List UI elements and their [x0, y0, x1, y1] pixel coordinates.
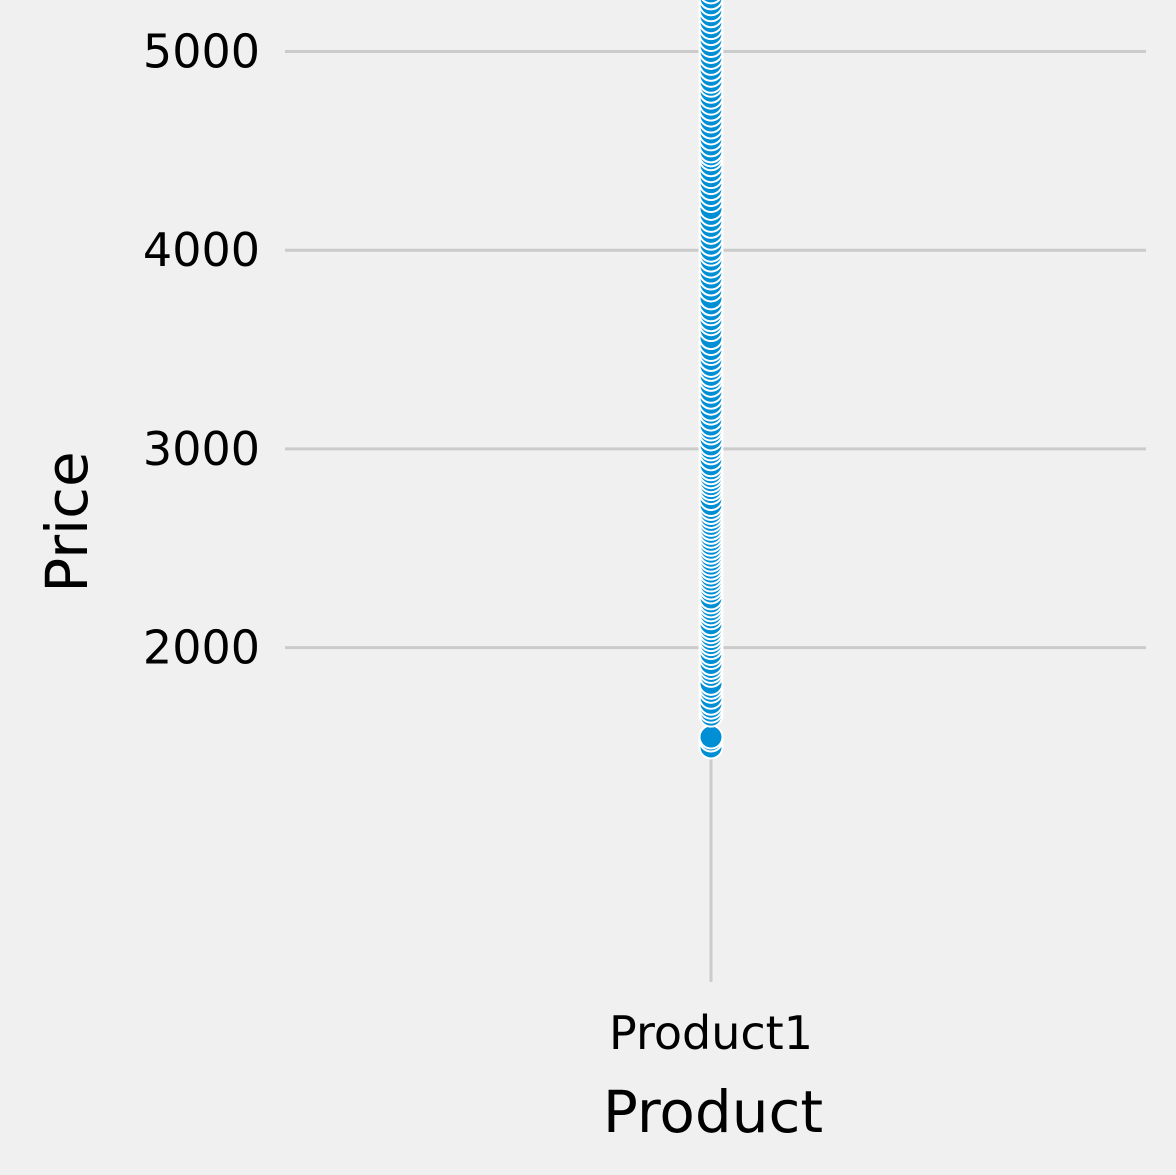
x-tick-label: Product1: [609, 1006, 813, 1060]
data-point: [701, 0, 721, 5]
points-layer: [698, 0, 724, 760]
x-axis-label: Product: [603, 1078, 823, 1146]
ticks-layer: 20003000400050006000Product1: [143, 25, 813, 1061]
y-tick-label: 3000: [143, 422, 260, 476]
data-point: [698, 724, 724, 750]
y-tick-label: 2000: [143, 621, 260, 675]
y-axis-label: Price: [33, 451, 101, 593]
y-tick-label: 5000: [143, 25, 260, 79]
y-tick-label: 4000: [143, 223, 260, 277]
